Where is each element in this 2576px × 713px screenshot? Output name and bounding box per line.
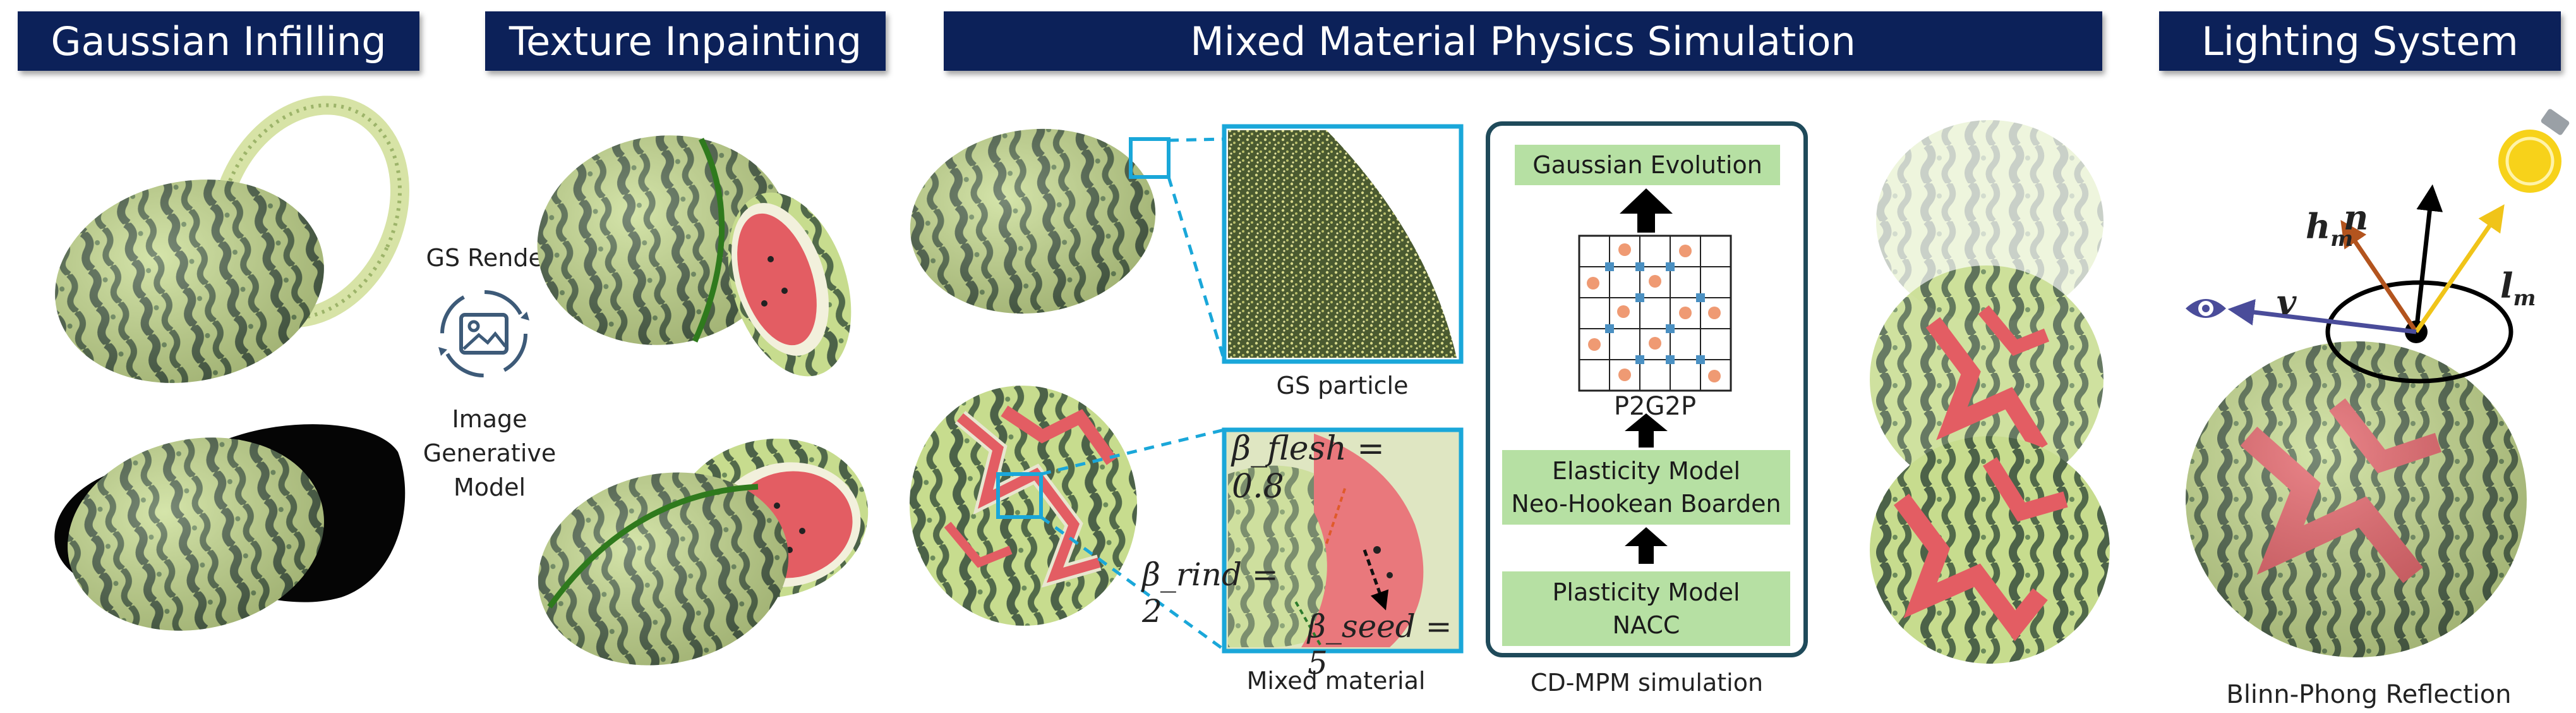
gs-render-label: GS Render xyxy=(426,244,553,272)
light-bulb-icon xyxy=(2498,109,2570,193)
melon-sliced-bottom xyxy=(538,438,869,666)
light-vector xyxy=(2414,204,2505,333)
gaussian-infilling-melons xyxy=(54,95,409,631)
melon-fracture-2 xyxy=(1870,436,2110,664)
melon-sliced-top xyxy=(537,135,852,377)
melon-cracked xyxy=(909,386,1138,626)
image-label-line1: Image xyxy=(452,405,527,433)
halfway-symbol: h xyxy=(2306,206,2331,247)
view-vector xyxy=(2227,299,2417,334)
header-gaussian-infilling: Gaussian Infilling xyxy=(18,11,419,71)
plasticity-model-box: Plasticity Model NACC xyxy=(1502,571,1790,646)
halfway-vector xyxy=(2340,220,2418,333)
header-lighting-system: Lighting System xyxy=(2159,11,2561,71)
melon-fracture-1 xyxy=(1870,265,2104,493)
arrow-up-3 xyxy=(1625,527,1668,564)
arrow-up-2 xyxy=(1625,413,1668,448)
melon-with-hole xyxy=(54,424,406,631)
halfway-subscript: m xyxy=(2330,226,2354,252)
beta-flesh-label: β_flesh = 0.8 xyxy=(1232,430,1385,506)
melon-with-rind-ring xyxy=(55,95,409,383)
tangent-ellipse xyxy=(2325,280,2513,384)
image-label-line3: Model xyxy=(453,473,526,501)
mixed-material-label: Mixed material xyxy=(1246,667,1426,695)
view-label: v xyxy=(2277,282,2297,322)
gs-particle-zoom xyxy=(1222,124,1464,364)
eye-icon xyxy=(2186,299,2226,318)
lighting-diagram xyxy=(2186,109,2570,657)
texture-inpainting-melons xyxy=(537,135,869,666)
normal-label: n xyxy=(2344,197,2369,238)
gs-particle-label: GS particle xyxy=(1276,372,1409,399)
p2g2p-label: P2G2P xyxy=(1613,392,1697,421)
elasticity-line1: Elasticity Model xyxy=(1551,457,1741,485)
cdmpm-pipeline-panel xyxy=(1486,121,1808,657)
cdmpm-label: CD-MPM simulation xyxy=(1530,669,1764,697)
blinn-phong-label: Blinn-Phong Reflection xyxy=(2226,680,2512,709)
plasticity-line2: NACC xyxy=(1612,611,1680,639)
normal-vector xyxy=(2414,184,2443,332)
elasticity-line2: Neo-Hookean Boarden xyxy=(1511,490,1781,518)
light-label: lm xyxy=(2500,265,2563,311)
image-generative-model-label: Image Generative Model xyxy=(411,402,569,504)
header-physics-simulation: Mixed Material Physics Simulation xyxy=(944,11,2102,71)
mixed-material-zoom xyxy=(1222,427,1464,654)
zoom-box-top xyxy=(1129,137,1171,179)
elasticity-model-box: Elasticity Model Neo-Hookean Boarden xyxy=(1502,450,1790,525)
melon-lit xyxy=(2186,341,2527,657)
halfway-label: hm xyxy=(2306,206,2369,252)
p2g2p-grid xyxy=(1578,188,1732,392)
arrow-up-1 xyxy=(1620,188,1673,233)
plasticity-line1: Plasticity Model xyxy=(1552,578,1740,606)
zoom-box-bottom xyxy=(996,472,1043,519)
header-texture-inpainting: Texture Inpainting xyxy=(485,11,886,71)
image-generation-icon xyxy=(438,290,529,377)
light-subscript: m xyxy=(2513,285,2536,311)
beta-seed-label: β_seed = 5 xyxy=(1308,608,1452,681)
gaussian-evolution-box: Gaussian Evolution xyxy=(1515,145,1780,185)
simulation-sequence xyxy=(1870,120,2110,664)
image-label-line2: Generative xyxy=(423,439,557,467)
beta-rind-label: β_rind = 2 xyxy=(1142,556,1279,630)
mixed-material-visuals xyxy=(909,124,1464,654)
melon-ghost xyxy=(1876,120,2104,322)
light-symbol: l xyxy=(2500,265,2513,306)
